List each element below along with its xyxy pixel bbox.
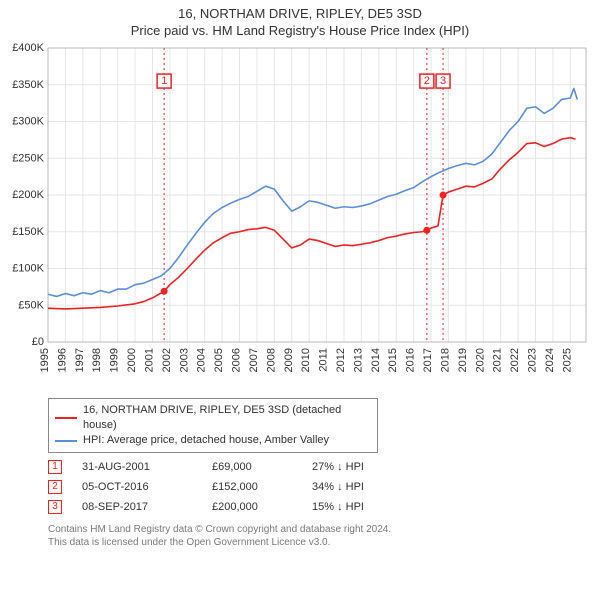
svg-text:1996: 1996 (56, 348, 68, 372)
svg-text:2010: 2010 (300, 348, 312, 372)
sale-pct-vs-hpi: 15% ↓ HPI (312, 497, 432, 517)
svg-text:2023: 2023 (527, 348, 539, 372)
chart-svg: £0 £50K £100K £150K £200K £250K £300K £350K £400… (0, 42, 600, 392)
svg-text:£350K: £350K (12, 79, 44, 91)
svg-text:2024: 2024 (544, 348, 556, 372)
svg-text:3: 3 (440, 75, 446, 87)
svg-text:2005: 2005 (213, 348, 225, 372)
svg-text:2006: 2006 (231, 348, 243, 372)
sale-price: £200,000 (212, 497, 312, 517)
legend-label: 16, NORTHAM DRIVE, RIPLEY, DE5 3SD (deta… (83, 403, 371, 433)
legend-swatch (55, 440, 77, 442)
svg-text:£150K: £150K (12, 226, 44, 238)
sale-date: 31-AUG-2001 (82, 457, 212, 477)
legend-item: HPI: Average price, detached house, Ambe… (55, 433, 371, 448)
svg-text:£50K: £50K (18, 299, 44, 311)
svg-text:£200K: £200K (12, 189, 44, 201)
footer-line1: Contains HM Land Registry data © Crown c… (48, 523, 588, 536)
legend-box: 16, NORTHAM DRIVE, RIPLEY, DE5 3SD (deta… (48, 398, 378, 453)
svg-text:2000: 2000 (126, 348, 138, 372)
svg-text:2002: 2002 (161, 348, 173, 372)
svg-text:£300K: £300K (12, 116, 44, 128)
footer-line2: This data is licensed under the Open Gov… (48, 536, 588, 549)
legend-swatch (55, 417, 77, 419)
svg-text:2020: 2020 (474, 348, 486, 372)
footer-attribution: Contains HM Land Registry data © Crown c… (48, 523, 588, 549)
sale-price: £69,000 (212, 457, 312, 477)
legend-item: 16, NORTHAM DRIVE, RIPLEY, DE5 3SD (deta… (55, 403, 371, 433)
svg-text:£0: £0 (32, 336, 44, 348)
svg-text:2019: 2019 (457, 348, 469, 372)
svg-text:2004: 2004 (196, 348, 208, 372)
svg-text:£400K: £400K (12, 42, 44, 54)
sale-row: 3 08-SEP-2017£200,00015% ↓ HPI (48, 497, 588, 517)
svg-text:2011: 2011 (318, 348, 330, 372)
svg-text:1999: 1999 (109, 348, 121, 372)
svg-text:2015: 2015 (387, 348, 399, 372)
svg-text:2016: 2016 (405, 348, 417, 372)
line-chart: £0 £50K £100K £150K £200K £250K £300K £350K £400… (0, 42, 600, 392)
chart-title-subtitle: Price paid vs. HM Land Registry's House … (0, 21, 600, 42)
sale-marker-icon: 1 (48, 460, 62, 474)
svg-text:2017: 2017 (422, 348, 434, 372)
svg-text:2009: 2009 (283, 348, 295, 372)
svg-text:2008: 2008 (265, 348, 277, 372)
sale-price: £152,000 (212, 477, 312, 497)
sale-date: 08-SEP-2017 (82, 497, 212, 517)
sale-date: 05-OCT-2016 (82, 477, 212, 497)
svg-text:2001: 2001 (143, 348, 155, 372)
svg-text:2018: 2018 (439, 348, 451, 372)
svg-text:2014: 2014 (370, 348, 382, 372)
chart-title-address: 16, NORTHAM DRIVE, RIPLEY, DE5 3SD (0, 0, 600, 21)
svg-text:£250K: £250K (12, 152, 44, 164)
sale-marker-icon: 3 (48, 500, 62, 514)
svg-text:2007: 2007 (248, 348, 260, 372)
svg-text:2013: 2013 (352, 348, 364, 372)
sale-pct-vs-hpi: 34% ↓ HPI (312, 477, 432, 497)
sale-row: 2 05-OCT-2016£152,00034% ↓ HPI (48, 477, 588, 497)
svg-text:1997: 1997 (74, 348, 86, 372)
sales-table: 1 31-AUG-2001£69,00027% ↓ HPI 2 05-OCT-2016… (48, 457, 588, 517)
sale-marker-icon: 2 (48, 480, 62, 494)
svg-text:2: 2 (424, 75, 430, 87)
svg-text:2025: 2025 (561, 348, 573, 372)
svg-text:1995: 1995 (39, 348, 51, 372)
svg-text:2012: 2012 (335, 348, 347, 372)
legend-label: HPI: Average price, detached house, Ambe… (83, 433, 329, 448)
svg-text:1998: 1998 (91, 348, 103, 372)
sale-row: 1 31-AUG-2001£69,00027% ↓ HPI (48, 457, 588, 477)
svg-text:£100K: £100K (12, 263, 44, 275)
svg-text:2021: 2021 (492, 348, 504, 372)
sale-pct-vs-hpi: 27% ↓ HPI (312, 457, 432, 477)
svg-text:1: 1 (161, 75, 167, 87)
svg-text:2003: 2003 (178, 348, 190, 372)
svg-text:2022: 2022 (509, 348, 521, 372)
